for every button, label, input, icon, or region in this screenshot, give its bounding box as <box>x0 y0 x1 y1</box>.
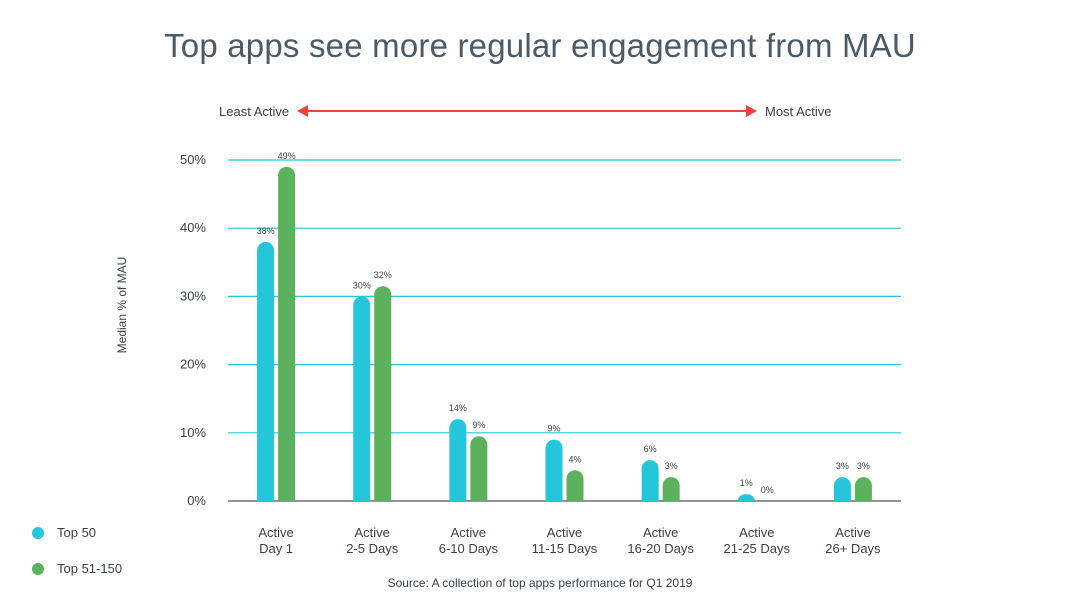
bar-top-51-150 <box>278 166 296 501</box>
y-tick-label: 10% <box>180 425 206 440</box>
bar-top-50 <box>449 419 467 501</box>
source-note: Source: A collection of top apps perform… <box>387 576 693 590</box>
most-active-label: Most Active <box>765 104 832 119</box>
y-tick-label: 30% <box>180 288 206 303</box>
y-axis-label: Median % of MAU <box>115 256 129 354</box>
arrow-head-left-icon <box>297 105 308 117</box>
data-label: 4% <box>568 454 581 464</box>
bar-top-50 <box>257 241 275 501</box>
least-active-label: Least Active <box>219 104 290 119</box>
legend-label-top-51-150: Top 51-150 <box>57 561 123 576</box>
x-tick-label: Active 26+ Days <box>825 525 881 556</box>
chart-title: Top apps see more regular engagement fro… <box>164 27 916 64</box>
data-labels: 38% 30% 14% 9% 6% 1% 3% 49% 32% 9% 4% 3% 0% 3% <box>257 151 870 495</box>
data-label: 6% <box>644 444 657 454</box>
legend-label-top-50: Top 50 <box>57 525 97 540</box>
x-tick-line: 21-25 Days <box>724 541 791 556</box>
x-tick-label: Active 21-25 Days <box>724 525 791 556</box>
data-label: 3% <box>857 461 870 471</box>
data-label: 0% <box>761 485 774 495</box>
x-tick-line: Active <box>547 525 582 540</box>
bar-top-51-150 <box>854 477 872 501</box>
x-tick-line: Active <box>258 525 293 540</box>
x-tick-line: 16-20 Days <box>627 541 694 556</box>
data-label: 32% <box>374 270 392 280</box>
y-tick-label: 40% <box>180 220 206 235</box>
activity-arrow <box>297 105 757 117</box>
data-label: 3% <box>665 461 678 471</box>
x-tick-line: Day 1 <box>259 541 293 556</box>
gridlines <box>228 159 901 502</box>
x-tick-line: 6-10 Days <box>439 541 499 556</box>
y-tick-label: 50% <box>180 152 206 167</box>
x-tick-line: 26+ Days <box>825 541 881 556</box>
bar-top-50 <box>833 477 851 501</box>
y-axis-ticks: 0% 10% 20% 30% 40% 50% <box>180 152 206 508</box>
data-label: 9% <box>472 420 485 430</box>
data-label: 30% <box>353 280 371 290</box>
x-tick-line: Active <box>643 525 678 540</box>
y-tick-label: 0% <box>187 493 206 508</box>
bar-top-50 <box>353 296 371 501</box>
x-tick-line: Active <box>355 525 390 540</box>
legend-swatch-top-50 <box>32 526 44 539</box>
x-tick-label: Active 2-5 Days <box>346 525 399 556</box>
bar-top-51-150 <box>662 477 680 501</box>
bar-top-51-150 <box>470 436 488 501</box>
bar-top-50 <box>641 460 659 501</box>
x-tick-label: Active Day 1 <box>258 525 293 556</box>
data-label: 3% <box>836 461 849 471</box>
x-tick-line: Active <box>835 525 870 540</box>
bar-top-51-150 <box>374 286 392 501</box>
x-tick-line: Active <box>739 525 774 540</box>
legend-swatch-top-51-150 <box>32 562 44 575</box>
x-tick-label: Active 11-15 Days <box>532 525 598 556</box>
arrow-head-right-icon <box>746 105 757 117</box>
y-tick-label: 20% <box>180 357 206 372</box>
x-tick-label: Active 6-10 Days <box>439 525 499 556</box>
legend-item-top-51-150: Top 51-150 <box>32 561 122 576</box>
bar-top-50 <box>737 494 755 501</box>
x-tick-line: Active <box>451 525 486 540</box>
data-label: 1% <box>740 478 753 488</box>
x-tick-label: Active 16-20 Days <box>627 525 694 556</box>
bar-top-50 <box>545 439 563 501</box>
data-label: 38% <box>257 226 275 236</box>
bars <box>257 166 872 501</box>
data-label: 9% <box>547 424 560 434</box>
data-label: 49% <box>278 151 296 161</box>
legend-item-top-50: Top 50 <box>32 525 96 540</box>
bar-top-51-150 <box>566 470 584 501</box>
x-tick-line: 11-15 Days <box>532 541 598 556</box>
x-tick-line: 2-5 Days <box>346 541 399 556</box>
data-label: 14% <box>449 403 467 413</box>
